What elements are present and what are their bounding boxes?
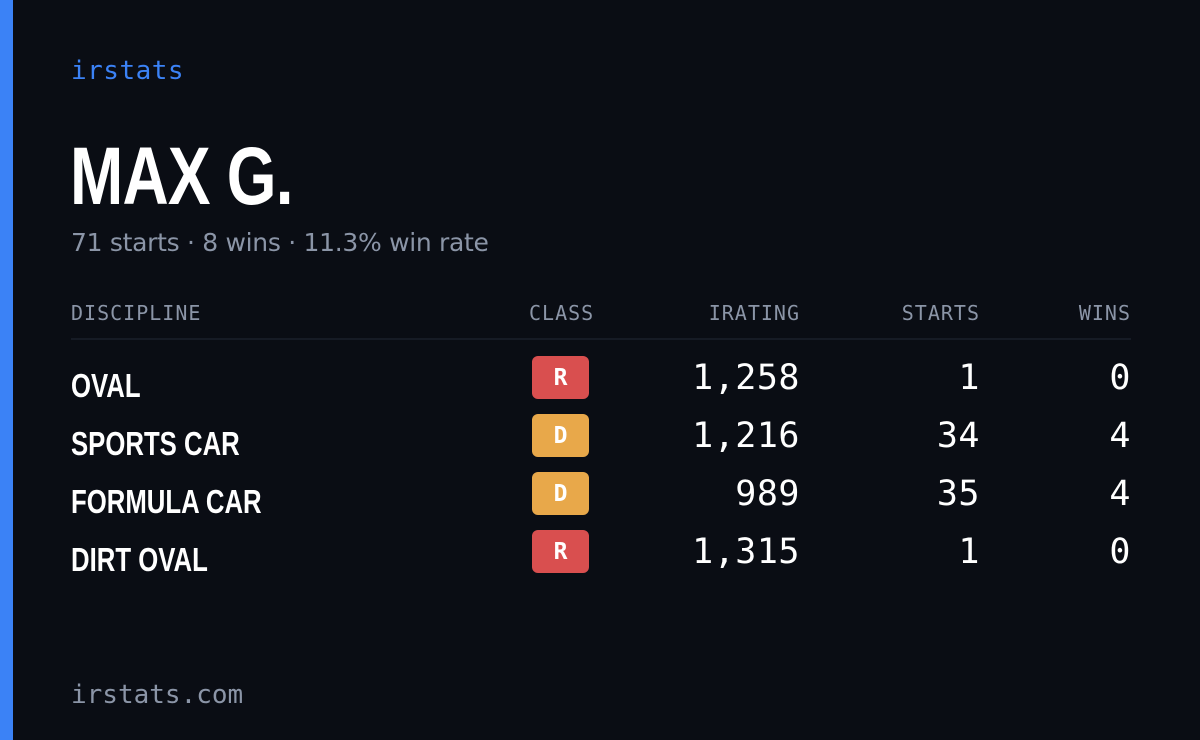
brand-logo: irstats (71, 56, 185, 86)
starts-value: 1 (958, 358, 980, 398)
table-body: OVAL R 1,258 1 0 SPORTS CAR D 1,216 34 4… (71, 340, 1131, 586)
header-irating: IRATING (708, 301, 800, 325)
starts-value: 35 (936, 474, 980, 514)
driver-name: MAX G. (70, 131, 294, 222)
header-starts: STARTS (901, 301, 980, 325)
footer-domain: irstats.com (71, 680, 244, 710)
wins-value: 0 (1109, 532, 1131, 572)
table-header: DISCIPLINE CLASS IRATING STARTS WINS (71, 298, 1131, 340)
table-row: OVAL R 1,258 1 0 (71, 354, 1131, 412)
wins-value: 4 (1109, 416, 1131, 456)
table-row: SPORTS CAR D 1,216 34 4 (71, 412, 1131, 470)
irating-value: 1,258 (692, 358, 800, 398)
class-badge: R (532, 356, 589, 399)
table-row: DIRT OVAL R 1,315 1 0 (71, 528, 1131, 586)
starts-value: 34 (936, 416, 980, 456)
table-row: FORMULA CAR D 989 35 4 (71, 470, 1131, 528)
irating-value: 1,216 (692, 416, 800, 456)
stats-table: DISCIPLINE CLASS IRATING STARTS WINS OVA… (71, 298, 1131, 586)
discipline-name: SPORTS CAR (71, 425, 240, 462)
discipline-name: DIRT OVAL (71, 541, 208, 578)
header-class: CLASS (529, 301, 595, 325)
header-wins: WINS (1078, 301, 1131, 325)
wins-value: 0 (1109, 358, 1131, 398)
irating-value: 989 (735, 474, 800, 514)
class-badge: R (532, 530, 589, 573)
starts-value: 1 (958, 532, 980, 572)
driver-summary: 71 starts · 8 wins · 11.3% win rate (71, 228, 489, 257)
discipline-name: OVAL (71, 367, 141, 404)
discipline-name: FORMULA CAR (71, 483, 262, 520)
irating-value: 1,315 (692, 532, 800, 572)
wins-value: 4 (1109, 474, 1131, 514)
header-discipline: DISCIPLINE (71, 301, 202, 325)
class-badge: D (532, 414, 589, 457)
class-badge: D (532, 472, 589, 515)
accent-bar (0, 0, 13, 740)
